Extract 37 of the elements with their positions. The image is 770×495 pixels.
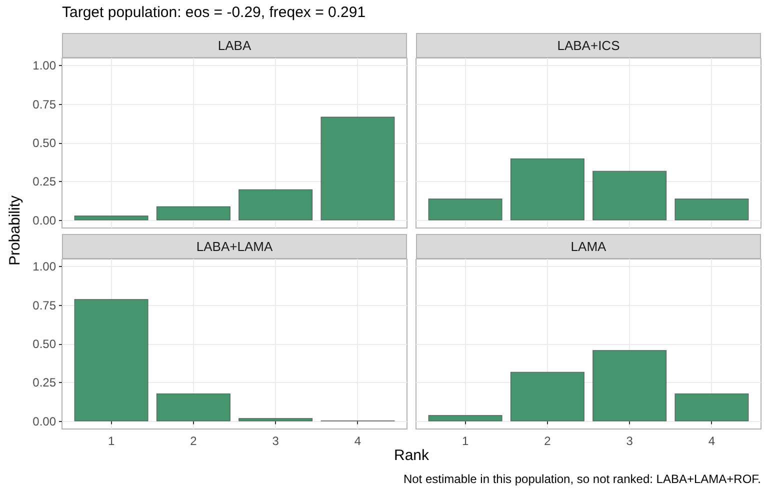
y-tick-label: 0.75 — [32, 298, 56, 312]
y-tick-label: 1.00 — [32, 260, 56, 274]
bar — [674, 393, 749, 422]
text: Not estimable in this population, so not ranked: LABA+LAMA+ROF. — [403, 472, 761, 486]
bar — [238, 418, 313, 422]
bar — [510, 372, 584, 422]
bar — [74, 216, 148, 220]
x-tick-label: 2 — [190, 434, 198, 448]
y-tick-label: 0.25 — [32, 376, 56, 390]
y-axis-title: Probability — [6, 194, 24, 268]
y-tick-label: 0.75 — [32, 97, 56, 112]
x-tick-label: 4 — [354, 434, 362, 448]
y-tick-label: 0.50 — [32, 136, 56, 150]
chart-title: LABA — [62, 33, 407, 58]
bar — [428, 415, 502, 422]
y-tick-label: 0.25 — [32, 174, 56, 189]
chart-title: LABA+LAMA — [62, 234, 407, 259]
x-axis-title: Rank — [392, 447, 430, 464]
bar — [156, 393, 230, 422]
bar — [320, 116, 395, 220]
bar — [74, 299, 148, 422]
x-tick-label: 3 — [272, 434, 280, 448]
y-tick-label: 0.00 — [32, 213, 56, 228]
bar — [156, 206, 230, 220]
bar — [238, 189, 313, 220]
x-tick-label: 2 — [544, 434, 552, 448]
bar — [592, 350, 667, 422]
y-tick-label: 1.00 — [32, 58, 56, 73]
x-tick-label: 4 — [708, 434, 716, 448]
x-tick-label: 1 — [462, 434, 469, 448]
chart-title: LAMA — [416, 234, 761, 259]
text: Target population: eos = -0.29, freqex = 0.291 — [62, 4, 366, 21]
x-tick-label: 1 — [108, 434, 115, 448]
y-tick-label: 0.50 — [32, 337, 56, 351]
y-tick-label: 0.00 — [32, 414, 56, 428]
chart-title: LABA+ICS — [416, 33, 761, 58]
x-tick-label: 3 — [626, 434, 634, 448]
